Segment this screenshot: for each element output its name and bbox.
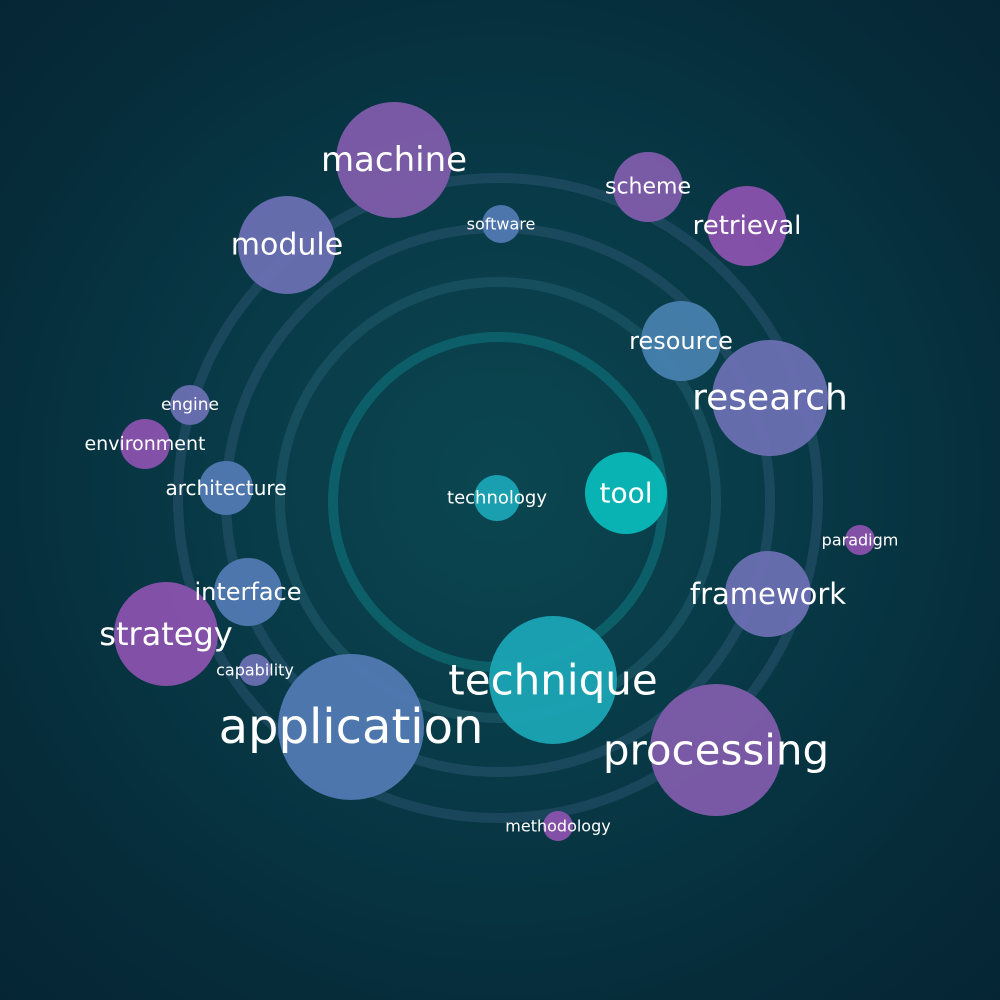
bubble-technology (474, 475, 520, 521)
label-engine: engine (161, 395, 219, 415)
label-interface: interface (194, 578, 301, 606)
bubble-interface (214, 558, 282, 626)
label-machine: machine (321, 140, 467, 180)
bubble-tool (585, 452, 667, 534)
bubble-paradigm (845, 525, 875, 555)
label-processing: processing (603, 726, 829, 775)
ring-outer (173, 173, 823, 823)
bubble-strategy (114, 582, 218, 686)
label-resource: resource (629, 327, 733, 355)
label-framework: framework (690, 577, 846, 611)
label-tool: tool (599, 477, 652, 510)
bubble-processing (650, 684, 782, 816)
bubble-resource (641, 301, 721, 381)
bubble-capability (239, 654, 271, 686)
label-research: research (692, 378, 848, 419)
bubble-architecture (199, 461, 253, 515)
label-application: application (219, 699, 484, 755)
label-software: software (467, 215, 536, 234)
label-capability: capability (216, 661, 294, 680)
bubble-software (482, 205, 520, 243)
label-scheme: scheme (605, 175, 691, 200)
bubbles-layer (114, 102, 875, 841)
label-methodology: methodology (505, 817, 610, 836)
label-architecture: architecture (165, 476, 286, 500)
bubble-machine (336, 102, 452, 218)
bubble-scheme (613, 152, 683, 222)
bubble-framework (725, 551, 811, 637)
label-technology: technology (447, 488, 547, 509)
label-strategy: strategy (99, 615, 232, 653)
label-technique: technique (448, 656, 657, 705)
bubble-application (278, 654, 424, 800)
bubble-technique (489, 616, 617, 744)
ring-third (275, 277, 721, 723)
bubble-retrieval (707, 186, 787, 266)
bubble-research (712, 340, 828, 456)
label-module: module (231, 228, 343, 263)
bubble-engine (170, 385, 210, 425)
bubble-environment (120, 419, 170, 469)
label-paradigm: paradigm (822, 531, 899, 550)
label-environment: environment (84, 433, 205, 455)
bubble-module (238, 196, 336, 294)
bubble-methodology (543, 811, 573, 841)
label-retrieval: retrieval (693, 211, 802, 241)
